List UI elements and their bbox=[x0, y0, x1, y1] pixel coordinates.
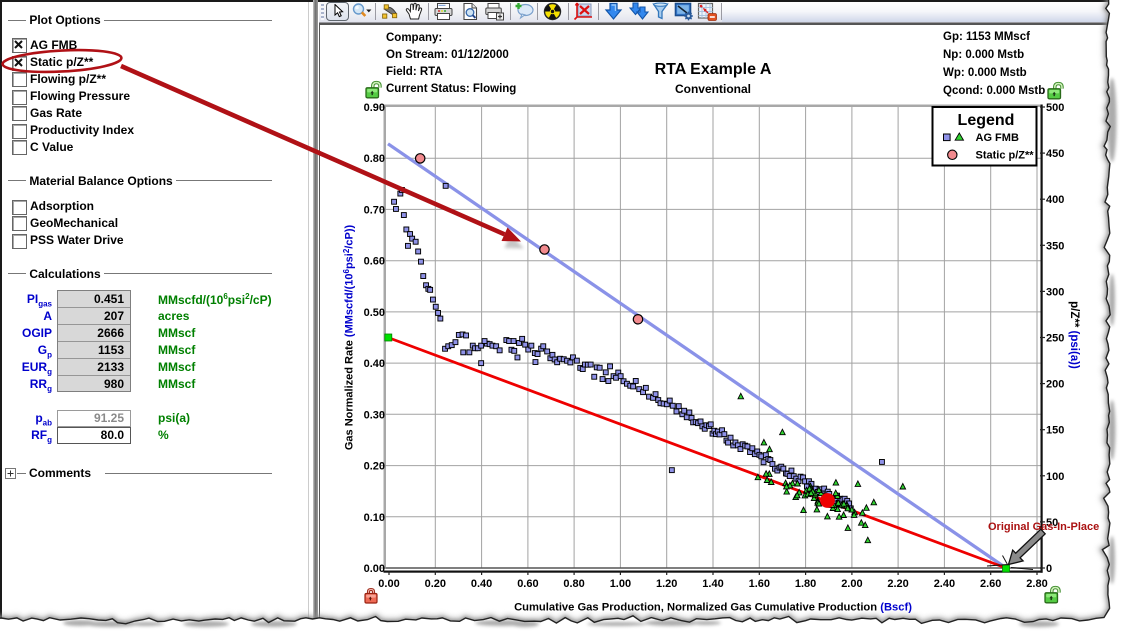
svg-text:0.20: 0.20 bbox=[425, 578, 446, 590]
svg-text:0: 0 bbox=[1046, 563, 1052, 575]
svg-text:400: 400 bbox=[1046, 194, 1064, 206]
svg-text:350: 350 bbox=[1046, 240, 1064, 252]
svg-text:300: 300 bbox=[1046, 286, 1064, 298]
svg-text:50: 50 bbox=[1046, 517, 1058, 529]
svg-text:0.50: 0.50 bbox=[364, 307, 385, 319]
svg-text:0.80: 0.80 bbox=[563, 578, 584, 590]
svg-text:0.80: 0.80 bbox=[364, 153, 385, 165]
svg-text:2.80: 2.80 bbox=[1026, 578, 1047, 590]
svg-text:0.30: 0.30 bbox=[364, 409, 385, 421]
svg-text:0.60: 0.60 bbox=[364, 256, 385, 268]
svg-text:150: 150 bbox=[1046, 425, 1064, 437]
svg-text:p/Z** (psi(a)): p/Z** (psi(a)) bbox=[1068, 301, 1080, 369]
svg-text:500: 500 bbox=[1046, 102, 1064, 114]
svg-text:Cumulative Gas Production, Nor: Cumulative Gas Production, Normalized Ga… bbox=[514, 602, 912, 614]
svg-text:Gas Normalized Rate (MMscfd/(1: Gas Normalized Rate (MMscfd/(106psi2/cP)… bbox=[342, 225, 356, 451]
svg-text:0.40: 0.40 bbox=[471, 578, 492, 590]
svg-text:2.60: 2.60 bbox=[980, 578, 1001, 590]
svg-text:2.40: 2.40 bbox=[934, 578, 955, 590]
svg-text:AG FMB: AG FMB bbox=[976, 132, 1019, 144]
svg-text:Original Gas-In-Place: Original Gas-In-Place bbox=[988, 521, 1099, 533]
svg-text:1.40: 1.40 bbox=[702, 578, 723, 590]
svg-text:200: 200 bbox=[1046, 379, 1064, 391]
svg-text:0.60: 0.60 bbox=[517, 578, 538, 590]
svg-text:0.70: 0.70 bbox=[364, 204, 385, 216]
svg-text:1.60: 1.60 bbox=[749, 578, 770, 590]
svg-text:0.40: 0.40 bbox=[364, 358, 385, 370]
svg-text:1.00: 1.00 bbox=[610, 578, 631, 590]
svg-text:Static p/Z**: Static p/Z** bbox=[976, 150, 1035, 162]
svg-text:0.10: 0.10 bbox=[364, 512, 385, 524]
svg-text:0.00: 0.00 bbox=[378, 578, 399, 590]
svg-text:450: 450 bbox=[1046, 148, 1064, 160]
svg-text:100: 100 bbox=[1046, 471, 1064, 483]
svg-text:1.20: 1.20 bbox=[656, 578, 677, 590]
svg-text:Legend: Legend bbox=[958, 112, 1015, 129]
svg-text:2.00: 2.00 bbox=[841, 578, 862, 590]
svg-text:2.20: 2.20 bbox=[887, 578, 908, 590]
svg-text:0.00: 0.00 bbox=[364, 563, 385, 575]
svg-text:1.80: 1.80 bbox=[795, 578, 816, 590]
svg-text:250: 250 bbox=[1046, 333, 1064, 345]
svg-text:0.20: 0.20 bbox=[364, 461, 385, 473]
svg-text:0.90: 0.90 bbox=[364, 102, 385, 114]
